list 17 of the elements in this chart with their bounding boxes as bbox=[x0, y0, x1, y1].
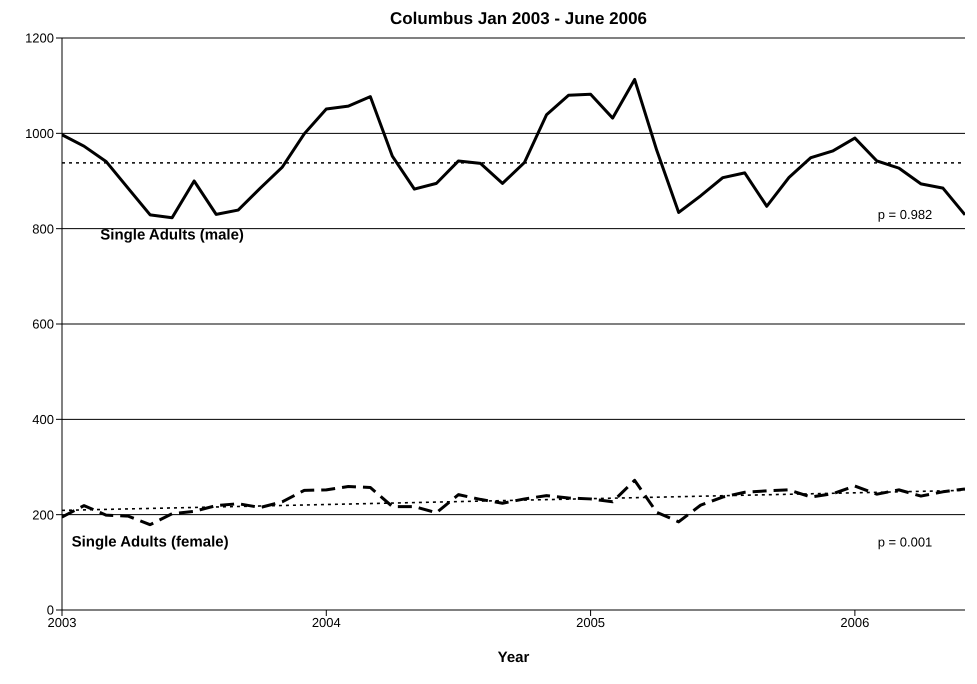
y-tick-label: 400 bbox=[32, 412, 54, 427]
y-tick-label: 1200 bbox=[25, 30, 54, 46]
x-tick-label: 2006 bbox=[840, 615, 870, 630]
x-tick-label: 2005 bbox=[576, 615, 606, 630]
y-tick-label: 0 bbox=[46, 602, 54, 618]
y-tick-label: 600 bbox=[32, 316, 54, 332]
y-tick-label: 200 bbox=[32, 507, 54, 522]
annotation: p = 0.982 bbox=[878, 206, 932, 222]
x-axis-title: Year bbox=[498, 649, 530, 666]
x-tick-label: 2004 bbox=[312, 615, 341, 630]
y-tick-label: 800 bbox=[32, 221, 54, 236]
annotation: p = 0.001 bbox=[878, 534, 932, 550]
chart-title: Columbus Jan 2003 - June 2006 bbox=[389, 8, 648, 30]
y-tick-label: 1000 bbox=[25, 126, 54, 141]
series-label: Single Adults (male) bbox=[100, 226, 244, 244]
series-label: Single Adults (female) bbox=[72, 534, 229, 551]
x-tick-label: 2003 bbox=[48, 615, 76, 630]
